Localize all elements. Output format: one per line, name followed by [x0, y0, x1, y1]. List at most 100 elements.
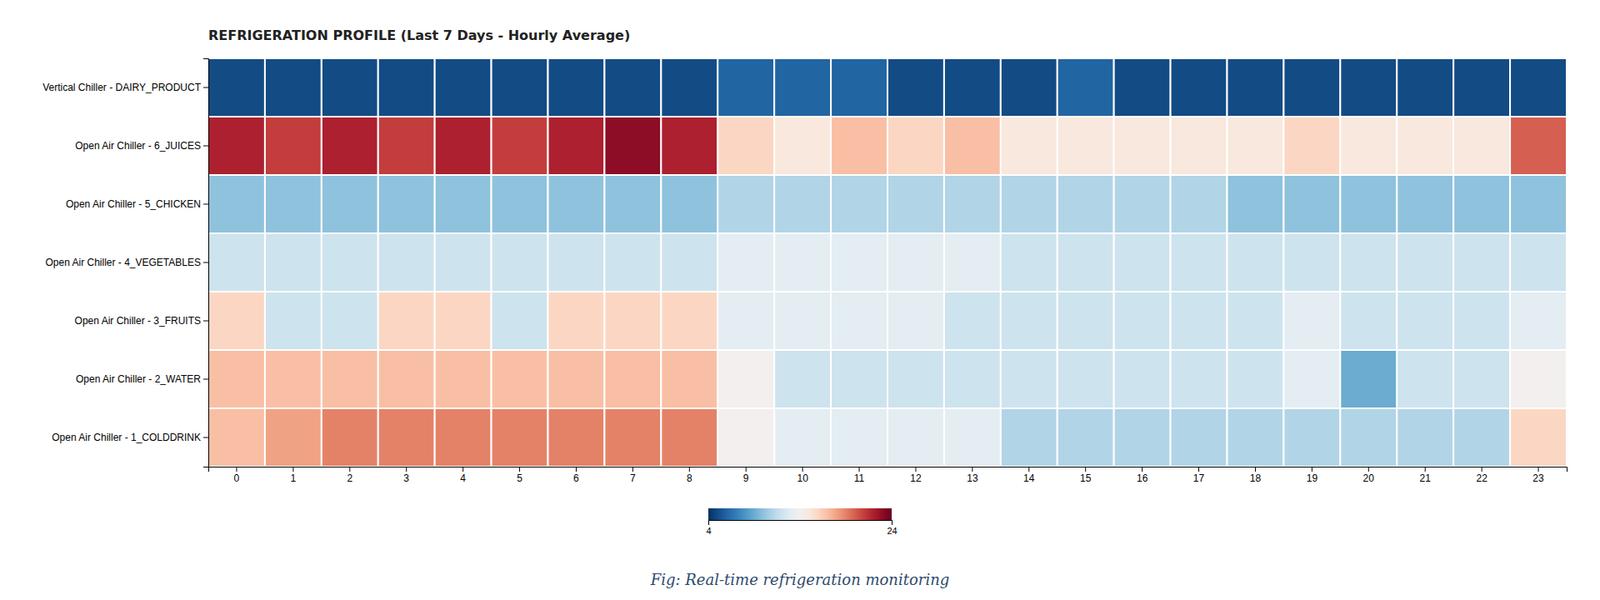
- x-tick-label: 6: [573, 472, 580, 485]
- heatmap-cell: [717, 175, 775, 234]
- colorbar-tick: 24: [886, 520, 897, 536]
- heatmap-cell: [1114, 350, 1171, 409]
- heatmap-cell: [830, 350, 888, 409]
- x-tick: 4: [460, 466, 466, 485]
- heatmap-cell: [548, 408, 605, 467]
- heatmap-cell: [1227, 233, 1285, 292]
- heatmap-cell: [1170, 58, 1228, 117]
- heatmap-cell: [1453, 233, 1510, 292]
- y-tick: Open Air Chiller - 4_VEGETABLES: [45, 256, 209, 269]
- heatmap-cell: [1227, 175, 1285, 234]
- y-tick-label: Open Air Chiller - 5_CHICKEN: [65, 198, 201, 210]
- heatmap-cell: [1227, 116, 1285, 175]
- heatmap-cell: [265, 116, 322, 175]
- x-tick-line: [349, 466, 350, 472]
- heatmap-cell: [944, 58, 1001, 117]
- heatmap-cell: [208, 233, 265, 292]
- heatmap-cell: [1114, 58, 1171, 117]
- heatmap-cell: [1000, 350, 1058, 409]
- heatmap-cell: [1000, 58, 1058, 117]
- y-tick-line: [203, 320, 209, 322]
- x-tick-line: [1085, 466, 1086, 472]
- heatmap-cell: [208, 116, 265, 175]
- heatmap-cell: [378, 175, 435, 234]
- caption: Fig: Real-time refrigeration monitoring: [650, 570, 950, 589]
- x-tick-label: 21: [1420, 472, 1432, 485]
- x-tick: 1: [290, 466, 297, 485]
- colorbar-tick: 4: [705, 520, 711, 536]
- x-tick-label: 9: [743, 472, 750, 485]
- heatmap-cell: [1170, 175, 1228, 234]
- x-tick-line: [1481, 466, 1483, 472]
- x-tick-label: 11: [854, 472, 865, 485]
- x-tick-line: [859, 466, 860, 472]
- y-tick-label: Open Air Chiller - 6_JUICES: [75, 140, 201, 152]
- x-tick-label: 2: [346, 472, 353, 485]
- x-tick-label: 18: [1250, 472, 1262, 485]
- y-tick-label: Open Air Chiller - 2_WATER: [75, 373, 201, 385]
- x-tick: 9: [743, 466, 750, 485]
- heatmap-cell: [321, 350, 379, 409]
- x-tick-label: 14: [1023, 472, 1035, 485]
- heatmap-cell: [830, 291, 888, 350]
- x-tick-label: 0: [234, 472, 240, 485]
- heatmap-cell: [1453, 175, 1510, 234]
- heatmap-cell: [1000, 175, 1058, 234]
- heatmap-cell: [1340, 116, 1397, 175]
- heatmap-cell: [830, 233, 888, 292]
- x-tick-line: [1538, 466, 1540, 472]
- cells: [208, 58, 1567, 467]
- x-tick-label: 16: [1136, 472, 1149, 485]
- heatmap-cell: [1170, 350, 1228, 409]
- heatmap-cell: [378, 350, 435, 409]
- heatmap-cell: [1057, 350, 1115, 409]
- heatmap-cell: [378, 233, 435, 292]
- heatmap-cell: [321, 175, 379, 234]
- heatmap-cell: [1453, 408, 1510, 467]
- heatmap-cell: [944, 350, 1001, 409]
- heatmap-cell: [208, 408, 265, 467]
- heatmap-cell: [604, 116, 661, 175]
- heatmap-cell: [491, 233, 549, 292]
- heatmap-cell: [1057, 233, 1115, 292]
- colorbar-tick-label: 24: [886, 525, 897, 536]
- x-tick: 6: [573, 466, 580, 485]
- x-tick-label: 19: [1306, 472, 1319, 485]
- heatmap-cell: [1283, 175, 1340, 234]
- x-tick-line: [1368, 466, 1370, 472]
- x-tick-label: 22: [1475, 472, 1488, 485]
- x-tick-label: 3: [403, 472, 410, 485]
- heatmap-cell: [491, 58, 549, 117]
- heatmap-cell: [1000, 291, 1058, 350]
- heatmap-cell: [1000, 408, 1058, 467]
- x-tick-label: 17: [1193, 472, 1205, 485]
- heatmap-cell: [548, 233, 605, 292]
- heatmap-cell: [604, 408, 661, 467]
- x-tick: 13: [966, 466, 979, 485]
- heatmap-cell: [321, 116, 379, 175]
- x-tick: 21: [1420, 466, 1432, 485]
- heatmap-cell: [1340, 58, 1397, 117]
- heatmap-cell: [1510, 116, 1567, 175]
- x-tick-line: [462, 466, 464, 472]
- heatmap-cell: [1283, 291, 1340, 350]
- x-tick: 12: [910, 466, 922, 485]
- heatmap-cell: [717, 408, 775, 467]
- x-axis: 01234567891011121314151617181920212223: [209, 466, 1568, 485]
- heatmap-cell: [774, 58, 831, 117]
- heatmap-cell: [1283, 350, 1340, 409]
- heatmap-cell: [774, 291, 831, 350]
- heatmap-cell: [944, 408, 1001, 467]
- heatmap-cell: [1227, 408, 1285, 467]
- heatmap-cell: [1510, 175, 1567, 234]
- heatmap-cell: [435, 116, 492, 175]
- heatmap-cell: [378, 408, 435, 467]
- heatmap-cell: [1057, 175, 1115, 234]
- heatmap-cell: [1453, 350, 1510, 409]
- heatmap-cell: [435, 350, 492, 409]
- x-tick-line: [1198, 466, 1200, 472]
- x-tick-line: [632, 466, 634, 472]
- heatmap-cell: [660, 233, 718, 292]
- heatmap-cell: [887, 350, 945, 409]
- heatmap-cell: [1396, 175, 1454, 234]
